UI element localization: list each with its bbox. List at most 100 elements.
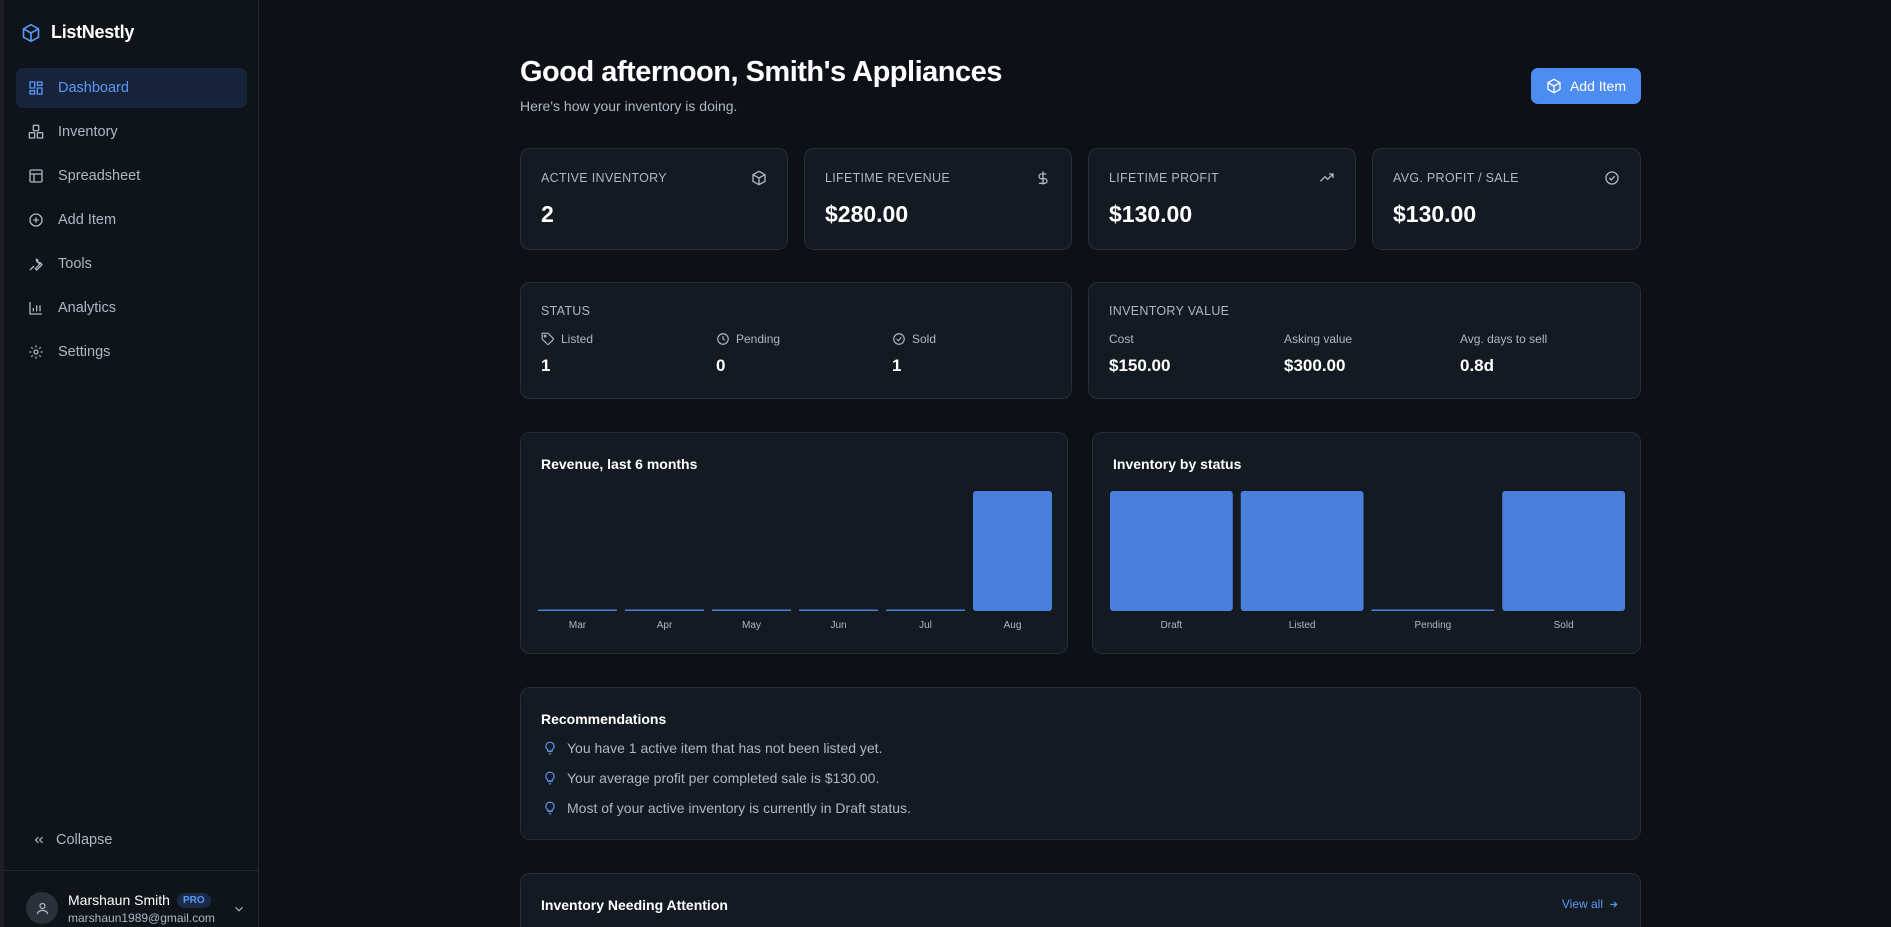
chart-bar	[973, 491, 1052, 611]
sidebar-item-label: Tools	[58, 256, 92, 272]
chart-bar	[538, 609, 617, 611]
avatar	[26, 892, 58, 924]
revenue-chart: Mar Apr May Jun Jul Aug	[538, 491, 1052, 631]
chart-tick-label: Sold	[1554, 620, 1574, 631]
sidebar-item-settings[interactable]: Settings	[16, 332, 247, 372]
chart-bar	[1371, 609, 1495, 611]
sidebar-item-add-item[interactable]: Add Item	[16, 200, 247, 240]
status-sold-label: Sold	[892, 332, 936, 346]
tag-icon	[541, 332, 554, 345]
recommendations-title: Recommendations	[541, 711, 667, 727]
revenue-chart-title: Revenue, last 6 months	[541, 456, 698, 472]
chart-bar	[712, 609, 791, 611]
sidebar-nav: Dashboard Inventory Spreadsheet Add Item…	[16, 68, 247, 376]
sidebar-item-label: Spreadsheet	[58, 168, 141, 184]
recommendation-text: Most of your active inventory is current…	[567, 800, 911, 816]
chevrons-left-icon	[34, 836, 43, 844]
avg-days-value: 0.8d	[1460, 356, 1495, 375]
stat-label: LIFETIME PROFIT	[1109, 171, 1220, 185]
inventory-value-card: INVENTORY VALUE Cost $150.00 Asking valu…	[1088, 282, 1641, 399]
add-item-label: Add Item	[1569, 78, 1626, 94]
chart-bar	[1502, 491, 1625, 611]
inventory-status-chart-title: Inventory by status	[1113, 456, 1242, 472]
sidebar-item-spreadsheet[interactable]: Spreadsheet	[16, 156, 247, 196]
recommendation-text: Your average profit per completed sale i…	[567, 770, 880, 786]
gear-icon	[29, 345, 43, 359]
status-card: STATUS Listed 1 Pending 0 Sold 1	[520, 282, 1072, 399]
user-name-row: Marshaun Smith PRO	[68, 892, 215, 908]
status-label-text: Listed	[561, 332, 594, 346]
view-all-link[interactable]: View all	[1562, 897, 1619, 911]
sidebar-item-label: Dashboard	[58, 80, 129, 96]
sidebar-item-label: Add Item	[58, 212, 117, 228]
lightbulb-icon	[545, 771, 555, 785]
chart-tick-label: Aug	[1004, 620, 1022, 631]
chart-tick-label: Jul	[919, 620, 932, 631]
status-sold-value: 1	[892, 356, 902, 375]
sidebar-item-label: Settings	[58, 344, 111, 360]
add-item-button[interactable]: Add Item	[1530, 68, 1641, 104]
status-pending-value: 0	[716, 356, 726, 375]
lightbulb-icon	[545, 801, 555, 815]
chevron-down-icon	[235, 906, 243, 912]
chart-bar	[1110, 491, 1233, 611]
check-circle-icon	[893, 333, 905, 345]
sidebar-item-analytics[interactable]: Analytics	[16, 288, 247, 328]
chart-tick-label: Pending	[1415, 620, 1452, 631]
sidebar-divider	[4, 870, 258, 871]
stat-label: ACTIVE INVENTORY	[541, 171, 667, 185]
sidebar-item-label: Analytics	[58, 300, 117, 316]
view-all-label: View all	[1561, 897, 1603, 911]
asking-value-label: Asking value	[1284, 332, 1353, 346]
recommendation-item: Your average profit per completed sale i…	[543, 770, 879, 786]
user-email: marshaun1989@gmail.com	[68, 911, 215, 925]
sidebar-item-tools[interactable]: Tools	[16, 244, 247, 284]
chart-tick-label: Draft	[1161, 620, 1183, 631]
stat-label: LIFETIME REVENUE	[825, 171, 950, 185]
stat-card-lifetime-profit: LIFETIME PROFIT $130.00	[1088, 148, 1356, 250]
chart-tick-label: Jun	[830, 620, 846, 631]
boxes-icon	[28, 124, 44, 139]
lightbulb-icon	[545, 741, 555, 755]
trending-up-icon	[1319, 173, 1334, 182]
inventory-value-title: INVENTORY VALUE	[1109, 304, 1230, 318]
brand[interactable]: ListNestly	[21, 22, 134, 43]
sidebar: ListNestly Dashboard Inventory Spreadshe…	[0, 0, 259, 927]
arrow-right-icon	[1610, 900, 1618, 908]
clock-icon	[717, 333, 729, 345]
status-pending-label: Pending	[716, 332, 780, 346]
sidebar-item-label: Inventory	[58, 124, 118, 140]
chart-tick-label: Listed	[1289, 620, 1316, 631]
stat-label: AVG. PROFIT / SALE	[1393, 171, 1519, 185]
avg-days-label: Avg. days to sell	[1460, 332, 1548, 346]
chart-tick-label: Apr	[657, 620, 673, 631]
dashboard-icon	[29, 81, 43, 95]
attention-card: Inventory Needing Attention View all	[520, 873, 1641, 927]
stat-card-lifetime-revenue: LIFETIME REVENUE $280.00	[804, 148, 1072, 250]
recommendation-item: Most of your active inventory is current…	[543, 800, 911, 816]
chart-bar	[886, 609, 965, 611]
collapse-button[interactable]: Collapse	[32, 832, 112, 848]
stat-card-active-inventory: ACTIVE INVENTORY 2	[520, 148, 788, 250]
package-plus-icon	[1547, 78, 1561, 94]
table-icon	[29, 169, 43, 183]
sidebar-item-dashboard[interactable]: Dashboard	[16, 68, 247, 108]
status-label-text: Pending	[736, 332, 781, 346]
status-listed-label: Listed	[541, 332, 593, 346]
recommendation-text: You have 1 active item that has not been…	[567, 740, 883, 756]
plus-circle-icon	[29, 213, 43, 227]
status-title: STATUS	[541, 304, 591, 318]
revenue-chart-card: Revenue, last 6 months Mar Apr May Jun Jul Au…	[520, 432, 1068, 654]
inventory-status-chart: Draft Listed Pending Sold	[1110, 491, 1625, 631]
user-icon	[36, 902, 48, 914]
chart-bar	[799, 609, 878, 611]
stat-value: $280.00	[825, 201, 909, 227]
pro-badge: PRO	[176, 892, 211, 908]
recommendations-card: Recommendations You have 1 active item t…	[520, 687, 1641, 840]
app-name: ListNestly	[51, 22, 135, 42]
sidebar-item-inventory[interactable]: Inventory	[16, 112, 247, 152]
chart-tick-label: Mar	[569, 620, 587, 631]
cost-label: Cost	[1109, 332, 1134, 346]
status-label-text: Sold	[912, 332, 937, 346]
user-menu[interactable]: Marshaun Smith PRO marshaun1989@gmail.co…	[26, 892, 246, 925]
